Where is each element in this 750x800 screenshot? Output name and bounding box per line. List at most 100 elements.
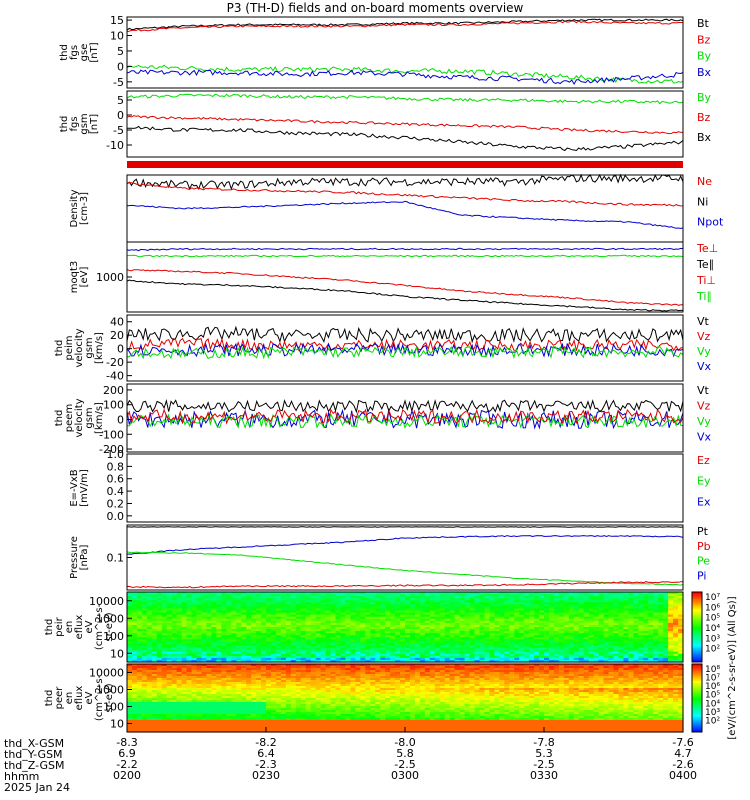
spectrogram-cell <box>658 612 664 616</box>
spectrogram-cell <box>568 594 575 597</box>
spectrogram-cell <box>603 645 610 649</box>
spectrogram-cell <box>638 594 644 597</box>
spectrogram-cell <box>405 602 411 605</box>
spectrogram-cell <box>151 631 158 634</box>
spectrogram-cell <box>270 622 277 626</box>
spectrogram-cell <box>390 629 396 632</box>
spectrogram-cell <box>141 664 148 667</box>
spectrogram-cell <box>151 670 158 673</box>
spectrogram-cell <box>211 635 217 638</box>
spectrogram-cell <box>668 633 674 636</box>
spectrogram-cell <box>573 629 580 632</box>
spectrogram-cell <box>375 668 381 671</box>
spectrogram-cell <box>127 680 133 683</box>
spectrogram-cell <box>136 600 143 603</box>
spectrogram-cell <box>315 666 322 669</box>
spectrogram-cell <box>246 645 252 649</box>
spectrogram-cell <box>350 612 356 616</box>
spectrogram-cell <box>261 672 267 675</box>
spectrogram-cell <box>494 616 500 620</box>
spectrogram-cell <box>216 678 222 681</box>
spectrogram-cell <box>345 598 351 601</box>
spectrogram-cell <box>439 649 446 653</box>
spectrogram-cell <box>315 639 322 643</box>
spectrogram-cell <box>598 678 605 681</box>
spectrogram-cell <box>658 668 664 671</box>
spectrogram-cell <box>201 627 208 630</box>
spectrogram-cell <box>206 635 212 638</box>
spectrogram-cell <box>380 645 386 649</box>
spectrogram-cell <box>355 594 361 597</box>
spectrogram-cell <box>131 629 138 632</box>
spectrogram-cell <box>434 645 441 649</box>
spectrogram-cell <box>558 627 565 630</box>
spectrogram-cell <box>419 592 426 595</box>
spectrogram-cell <box>558 606 565 610</box>
spectrogram-cell <box>206 608 212 612</box>
spectrogram-cell <box>469 596 476 599</box>
spectrogram-cell <box>241 655 247 659</box>
spectrogram-cell <box>191 612 198 616</box>
spectrogram-cell <box>474 610 481 614</box>
spectrogram-cell <box>548 668 555 671</box>
spectrogram-cell <box>161 664 168 667</box>
spectrogram-cell <box>509 606 515 610</box>
spectrogram-cell <box>663 680 669 683</box>
spectrogram-cell <box>330 624 337 628</box>
spectrogram-cell <box>548 647 555 651</box>
spectrogram-cell <box>608 631 615 634</box>
spectrogram-cell <box>156 680 163 683</box>
y-tick-label: -5 <box>113 124 124 137</box>
spectrogram-cell <box>668 600 674 603</box>
spectrogram-cell <box>211 664 217 667</box>
spectrogram-cell <box>335 659 342 663</box>
spectrogram-cell <box>489 592 495 595</box>
spectrogram-cell <box>256 649 262 653</box>
spectrogram-cell <box>275 657 282 661</box>
spectrogram-cell <box>608 664 615 667</box>
spectrogram-cell <box>558 596 565 599</box>
spectrogram-cell <box>499 670 505 673</box>
spectrogram-cell <box>494 659 500 663</box>
spectrogram-cell <box>474 674 481 677</box>
spectrogram-cell <box>320 678 327 681</box>
spectrogram-cell <box>186 649 193 653</box>
spectrogram-cell <box>365 594 371 597</box>
spectrogram-cell <box>295 616 302 620</box>
spectrogram-cell <box>494 666 500 669</box>
spectrogram-cell <box>613 657 620 661</box>
spectrogram-cell <box>206 629 212 632</box>
spectrogram-cell <box>395 649 401 653</box>
spectrogram-cell <box>529 604 535 608</box>
spectrogram-cell <box>146 653 153 657</box>
spectrogram-cell <box>300 666 307 669</box>
spectrogram-cell <box>146 622 153 626</box>
spectrogram-cell <box>196 672 203 675</box>
spectrogram-cell <box>201 670 208 673</box>
spectrogram-cell <box>673 635 679 638</box>
spectrogram-cell <box>633 633 639 636</box>
spectrogram-cell <box>578 624 585 628</box>
spectrogram-cell <box>544 678 550 681</box>
spectrogram-cell <box>414 639 421 643</box>
spectrogram-cell <box>295 596 302 599</box>
spectrogram-cell <box>534 647 540 651</box>
spectrogram-cell <box>186 610 193 614</box>
spectrogram-cell <box>211 668 217 671</box>
spectrogram-cell <box>638 653 644 657</box>
spectrogram-cell <box>474 635 481 638</box>
spectrogram-cell <box>206 612 212 616</box>
spectrogram-cell <box>414 637 421 640</box>
spectrogram-cell <box>454 645 461 649</box>
spectrogram-cell <box>241 602 247 605</box>
spectrogram-cell <box>578 622 585 626</box>
spectrogram-cell <box>499 649 505 653</box>
spectrogram-cell <box>280 631 287 634</box>
spectrogram-cell <box>270 608 277 612</box>
spectrogram-cell <box>419 645 426 649</box>
spectrogram-cell <box>568 598 575 601</box>
spectrogram-cell <box>598 653 605 657</box>
spectrogram-cell <box>226 657 232 661</box>
spectrogram-cell <box>578 649 585 653</box>
spectrogram-cell <box>400 637 406 640</box>
